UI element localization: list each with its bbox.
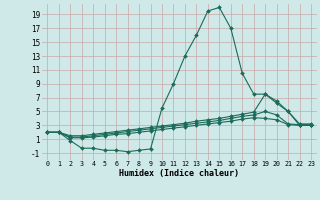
X-axis label: Humidex (Indice chaleur): Humidex (Indice chaleur) bbox=[119, 169, 239, 178]
